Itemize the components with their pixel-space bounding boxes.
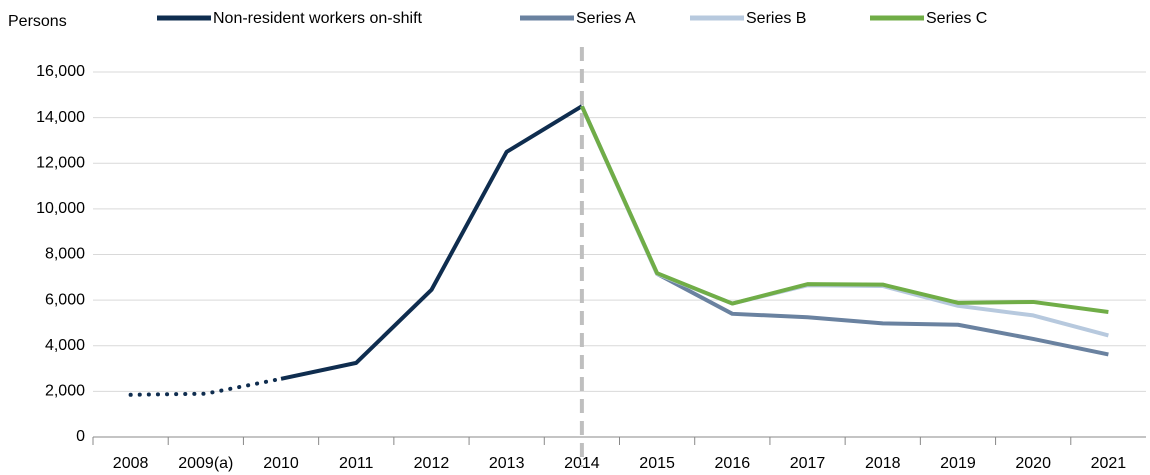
legend-label: Series A [576,10,636,27]
series-line [280,104,583,381]
legend-label: Series B [746,10,806,27]
x-tick-label: 2018 [865,455,901,472]
x-tick-label: 2013 [489,455,525,472]
legend-label: Series C [926,10,987,27]
y-tick-label: 6,000 [45,291,85,308]
x-tick-label: 2020 [1015,455,1051,472]
x-tick-label: 2009(a) [178,455,233,472]
y-tick-label: 10,000 [36,200,85,217]
y-axis-label: Persons [8,13,67,30]
y-tick-label: 0 [76,428,85,445]
x-tick-label: 2012 [414,455,450,472]
y-tick-label: 4,000 [45,337,85,354]
x-tick-label: 2015 [639,455,675,472]
x-tick-label: 2008 [113,455,149,472]
x-tick-label: 2017 [790,455,826,472]
y-tick-label: 2,000 [45,383,85,400]
series-line [580,105,1109,314]
y-tick-label: 12,000 [36,154,85,171]
x-tick-label: 2021 [1091,455,1127,472]
x-tick-label: 2019 [940,455,976,472]
series-line [580,105,1109,357]
x-tick-label: 2016 [715,455,751,472]
x-tick-label: 2010 [263,455,299,472]
legend-label: Non-resident workers on-shift [213,10,423,27]
x-tick-label: 2014 [564,455,600,472]
y-tick-label: 16,000 [36,63,85,80]
x-tick-label: 2011 [339,455,374,472]
y-tick-label: 14,000 [36,109,85,126]
series-line [128,376,284,397]
y-tick-label: 8,000 [45,246,85,263]
